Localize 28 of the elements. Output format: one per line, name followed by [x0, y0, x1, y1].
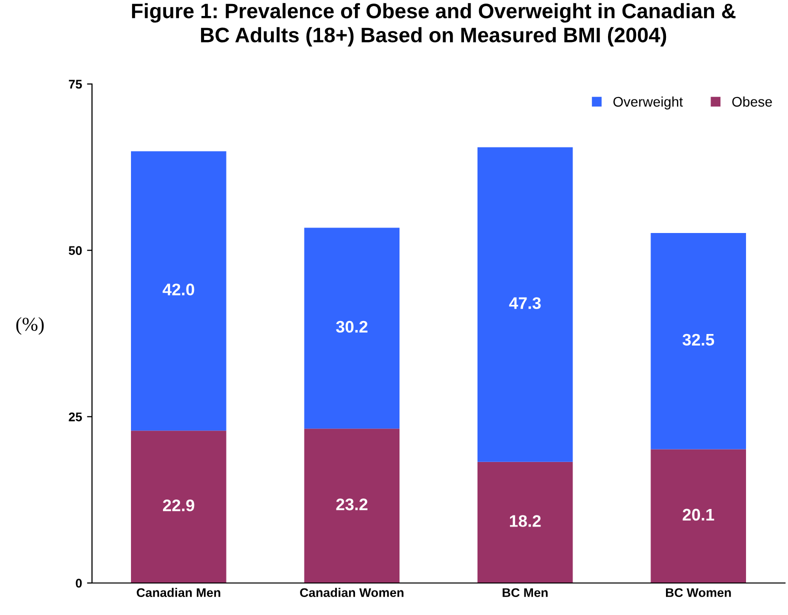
x-tick-label: Canadian Men [136, 588, 220, 598]
bar [130, 430, 226, 583]
legend-label: Obese [732, 96, 772, 107]
legend-label: Overweight [613, 96, 683, 110]
bar [477, 147, 573, 462]
data-label: 23.2 [336, 498, 368, 510]
y-tick-label: 50 [68, 246, 82, 255]
bar [650, 233, 746, 450]
y-axis-title: (%) [16, 317, 44, 335]
bar [304, 428, 400, 583]
data-label: 30.2 [336, 320, 368, 333]
bar [477, 462, 573, 583]
bar [130, 151, 226, 431]
data-label: 22.9 [162, 499, 194, 512]
data-label: 42.0 [162, 284, 194, 296]
y-tick-label: 0 [76, 578, 82, 588]
data-label: 20.1 [682, 508, 714, 521]
data-label: 18.2 [510, 515, 541, 527]
bar [650, 449, 746, 583]
chart-title: Figure 1: Prevalence of Obese and Overweight in Canadian & BC Adults (18+) Based on Measured BMI (2004) [132, 3, 736, 47]
data-label: 32.5 [682, 334, 714, 346]
x-tick-label: Canadian Women [300, 588, 404, 598]
y-tick-label: 75 [68, 80, 82, 89]
x-tick-label: BC Women [666, 588, 731, 598]
data-label: 47.3 [509, 297, 541, 310]
x-tick-label: BC Men [502, 588, 548, 598]
bar [304, 228, 400, 429]
y-tick-label: 25 [68, 412, 82, 422]
